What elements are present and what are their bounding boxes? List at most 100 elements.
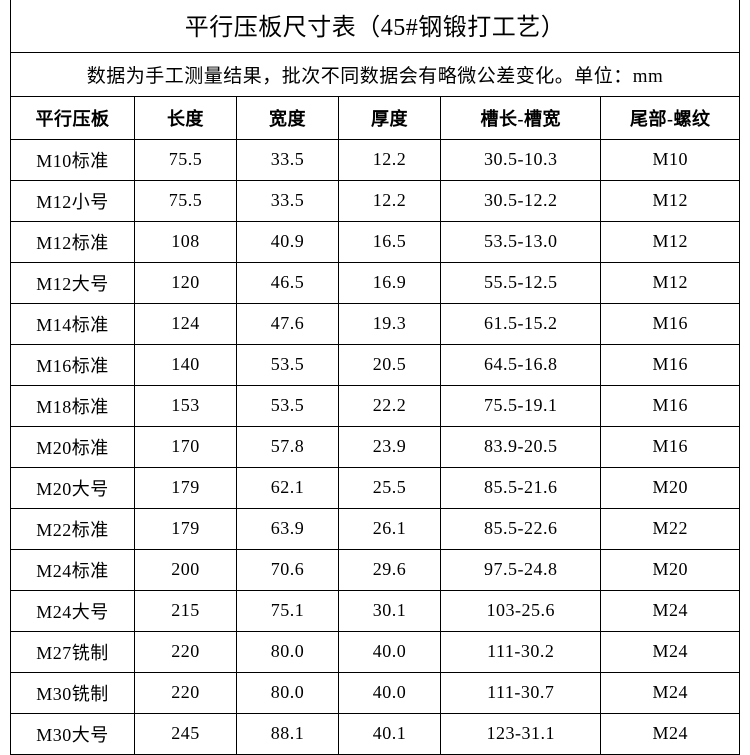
- table-cell: 88.1: [236, 713, 338, 754]
- table-cell: 29.6: [339, 549, 441, 590]
- table-cell: M12: [601, 180, 740, 221]
- table-cell: M12标准: [11, 221, 135, 262]
- table-cell: 55.5-12.5: [441, 262, 601, 303]
- table-cell: 170: [134, 426, 236, 467]
- table-cell: 153: [134, 385, 236, 426]
- table-cell: 85.5-21.6: [441, 467, 601, 508]
- table-cell: 200: [134, 549, 236, 590]
- table-cell: M16: [601, 344, 740, 385]
- table-cell: 245: [134, 713, 236, 754]
- col-header: 尾部-螺纹: [601, 96, 740, 139]
- table-cell: M22: [601, 508, 740, 549]
- table-cell: 12.2: [339, 180, 441, 221]
- table-header-row: 平行压板 长度 宽度 厚度 槽长-槽宽 尾部-螺纹: [11, 96, 740, 139]
- table-cell: M30大号: [11, 713, 135, 754]
- table-cell: M24大号: [11, 590, 135, 631]
- table-cell: 85.5-22.6: [441, 508, 601, 549]
- table-cell: M20: [601, 467, 740, 508]
- table-cell: 75.5: [134, 180, 236, 221]
- table-cell: 19.3: [339, 303, 441, 344]
- table-row: M12标准10840.916.553.5-13.0M12: [11, 221, 740, 262]
- table-row: M24标准20070.629.697.5-24.8M20: [11, 549, 740, 590]
- table-cell: 46.5: [236, 262, 338, 303]
- table-cell: 70.6: [236, 549, 338, 590]
- table-cell: 40.0: [339, 672, 441, 713]
- table-cell: 179: [134, 508, 236, 549]
- table-row: M20标准17057.823.983.9-20.5M16: [11, 426, 740, 467]
- col-header: 宽度: [236, 96, 338, 139]
- dimension-table: 平行压板尺寸表（45#钢锻打工艺） 数据为手工测量结果，批次不同数据会有略微公差…: [10, 0, 740, 755]
- table-cell: M16: [601, 426, 740, 467]
- table-cell: M16标准: [11, 344, 135, 385]
- table-cell: M14标准: [11, 303, 135, 344]
- table-cell: 64.5-16.8: [441, 344, 601, 385]
- table-cell: M12小号: [11, 180, 135, 221]
- table-cell: 220: [134, 631, 236, 672]
- table-cell: 215: [134, 590, 236, 631]
- table-cell: 16.5: [339, 221, 441, 262]
- table-row: M30大号24588.140.1123-31.1M24: [11, 713, 740, 754]
- table-cell: 40.9: [236, 221, 338, 262]
- table-cell: M24: [601, 631, 740, 672]
- table-row: M16标准14053.520.564.5-16.8M16: [11, 344, 740, 385]
- table-row: M22标准17963.926.185.5-22.6M22: [11, 508, 740, 549]
- table-cell: 97.5-24.8: [441, 549, 601, 590]
- table-cell: 80.0: [236, 672, 338, 713]
- table-cell: 40.0: [339, 631, 441, 672]
- table-row: M30铣制22080.040.0111-30.7M24: [11, 672, 740, 713]
- table-cell: M20标准: [11, 426, 135, 467]
- table-cell: 63.9: [236, 508, 338, 549]
- table-cell: 53.5: [236, 385, 338, 426]
- table-cell: 83.9-20.5: [441, 426, 601, 467]
- table-cell: 140: [134, 344, 236, 385]
- table-row: M18标准15353.522.275.5-19.1M16: [11, 385, 740, 426]
- table-subtitle-row: 数据为手工测量结果，批次不同数据会有略微公差变化。单位：mm: [11, 52, 740, 96]
- table-cell: 30.5-10.3: [441, 139, 601, 180]
- col-header: 槽长-槽宽: [441, 96, 601, 139]
- table-row: M10标准75.533.512.230.5-10.3M10: [11, 139, 740, 180]
- table-cell: 103-25.6: [441, 590, 601, 631]
- table-cell: 53.5: [236, 344, 338, 385]
- table-cell: M27铣制: [11, 631, 135, 672]
- table-cell: 108: [134, 221, 236, 262]
- table-cell: 30.1: [339, 590, 441, 631]
- table-cell: 120: [134, 262, 236, 303]
- table-cell: 33.5: [236, 180, 338, 221]
- table-cell: 20.5: [339, 344, 441, 385]
- table-cell: M22标准: [11, 508, 135, 549]
- table-cell: 25.5: [339, 467, 441, 508]
- table-cell: 16.9: [339, 262, 441, 303]
- table-subtitle: 数据为手工测量结果，批次不同数据会有略微公差变化。单位：mm: [11, 52, 740, 96]
- table-title-row: 平行压板尺寸表（45#钢锻打工艺）: [11, 0, 740, 52]
- table-row: M12大号12046.516.955.5-12.5M12: [11, 262, 740, 303]
- table-cell: M24: [601, 672, 740, 713]
- table-cell: M12大号: [11, 262, 135, 303]
- table-cell: 62.1: [236, 467, 338, 508]
- table-row: M12小号75.533.512.230.5-12.2M12: [11, 180, 740, 221]
- table-cell: M10: [601, 139, 740, 180]
- table-cell: 75.5: [134, 139, 236, 180]
- table-cell: M24: [601, 590, 740, 631]
- table-cell: 179: [134, 467, 236, 508]
- table-cell: 53.5-13.0: [441, 221, 601, 262]
- table-cell: M16: [601, 303, 740, 344]
- table-cell: 75.5-19.1: [441, 385, 601, 426]
- table-cell: M12: [601, 262, 740, 303]
- table-cell: 80.0: [236, 631, 338, 672]
- table-cell: M24: [601, 713, 740, 754]
- table-cell: M30铣制: [11, 672, 135, 713]
- table-cell: 23.9: [339, 426, 441, 467]
- table-cell: 61.5-15.2: [441, 303, 601, 344]
- table-cell: 123-31.1: [441, 713, 601, 754]
- table-cell: 220: [134, 672, 236, 713]
- table-cell: M12: [601, 221, 740, 262]
- table-cell: 22.2: [339, 385, 441, 426]
- col-header: 平行压板: [11, 96, 135, 139]
- table-cell: M16: [601, 385, 740, 426]
- col-header: 长度: [134, 96, 236, 139]
- table-cell: M18标准: [11, 385, 135, 426]
- table-cell: M24标准: [11, 549, 135, 590]
- table-cell: 57.8: [236, 426, 338, 467]
- table-cell: M20: [601, 549, 740, 590]
- table-row: M27铣制22080.040.0111-30.2M24: [11, 631, 740, 672]
